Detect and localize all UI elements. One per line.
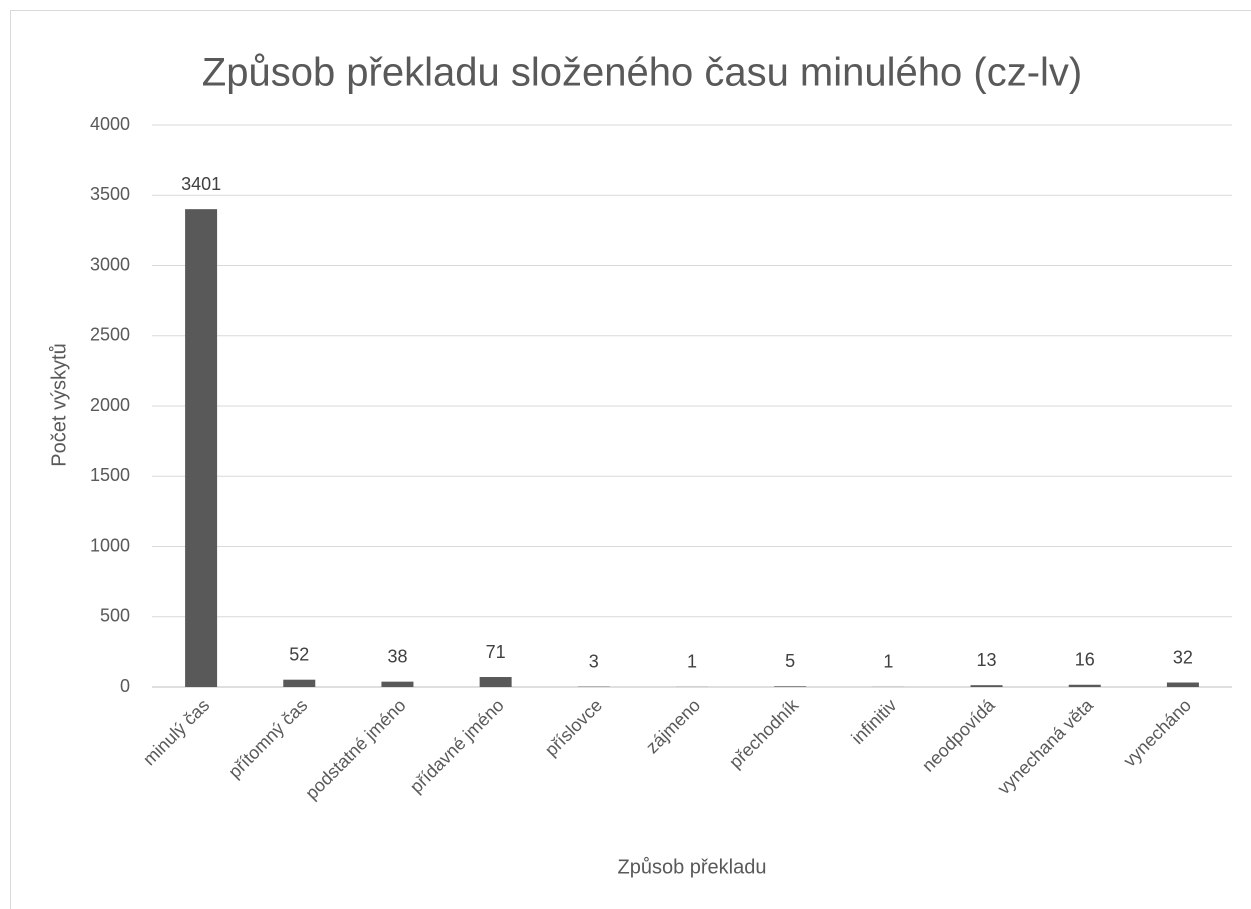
bar [381,681,414,687]
data-label: 5 [785,651,795,671]
y-tick-label: 0 [120,676,130,696]
data-label: 13 [977,650,997,670]
data-label: 3401 [181,174,221,194]
chart-title: Způsob překladu složeného času minulého … [202,51,1082,95]
data-label: 16 [1075,650,1095,670]
y-tick-label: 2000 [90,395,130,415]
bar [1068,684,1101,687]
data-label: 32 [1173,647,1193,667]
y-tick-label: 3500 [90,184,130,204]
bar [185,209,218,688]
y-tick-label: 1500 [90,465,130,485]
data-label: 38 [387,646,407,666]
data-label: 1 [883,652,893,672]
y-tick-label: 2500 [90,325,130,345]
data-label: 1 [687,652,697,672]
bar [283,679,316,687]
y-tick-label: 500 [100,606,130,626]
y-tick-label: 1000 [90,535,130,555]
bar [970,685,1003,687]
x-axis-label: Způsob překladu [618,856,767,878]
y-axis-label: Počet výskytů [48,343,70,466]
data-label: 71 [486,642,506,662]
bar [479,677,512,687]
data-label: 52 [289,644,309,664]
data-label: 3 [589,651,599,671]
bar [1166,682,1199,687]
y-tick-label: 3000 [90,254,130,274]
bar [774,686,807,687]
chart-border [10,10,1251,909]
y-tick-label: 4000 [90,114,130,134]
